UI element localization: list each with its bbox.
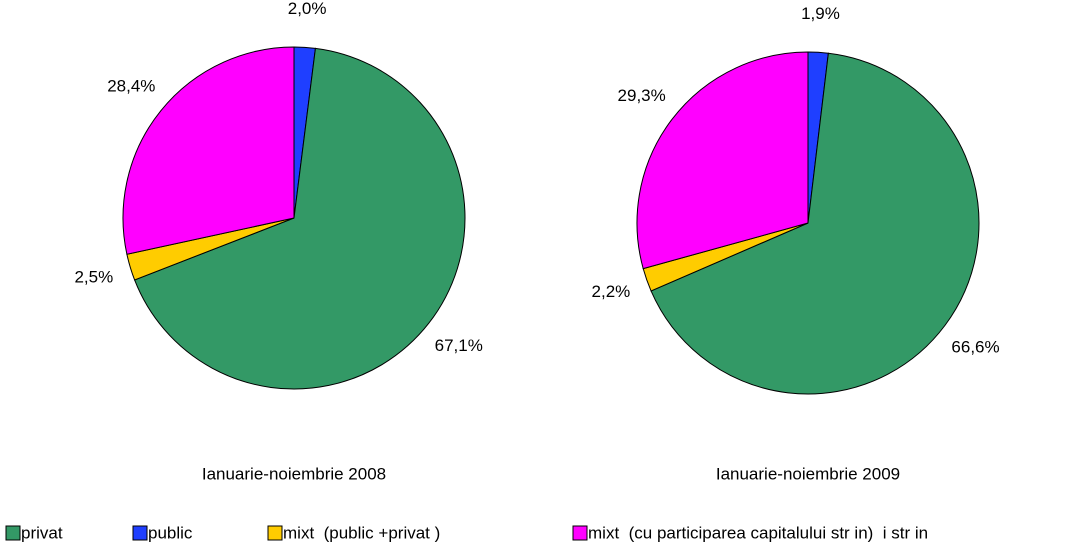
data-label: 2,0% [288, 0, 327, 18]
legend-label: privat [21, 523, 63, 542]
pie-slice [133, 47, 466, 390]
chart-title: Ianuarie-noiembrie 2008 [202, 464, 386, 483]
chart-title: Ianuarie-noiembrie 2009 [716, 464, 900, 483]
data-label: 1,9% [801, 4, 840, 23]
legend-swatch [572, 525, 588, 541]
data-label: 2,5% [74, 268, 113, 287]
legend-swatch [5, 525, 21, 541]
data-label: 66,6% [951, 337, 999, 356]
legend-swatch [267, 525, 283, 541]
pie-slice [122, 46, 295, 255]
pie-slice [636, 51, 809, 270]
data-label: 29,3% [618, 86, 666, 105]
pie-slice [650, 52, 980, 395]
legend-label: public [148, 523, 193, 542]
legend-label: mixt (public +privat ) [283, 523, 440, 542]
data-label: 67,1% [435, 336, 483, 355]
data-label: 2,2% [592, 282, 631, 301]
legend-label: mixt (cu participarea capitalului str in… [588, 523, 928, 542]
legend-swatch [132, 525, 148, 541]
data-label: 28,4% [107, 76, 155, 95]
